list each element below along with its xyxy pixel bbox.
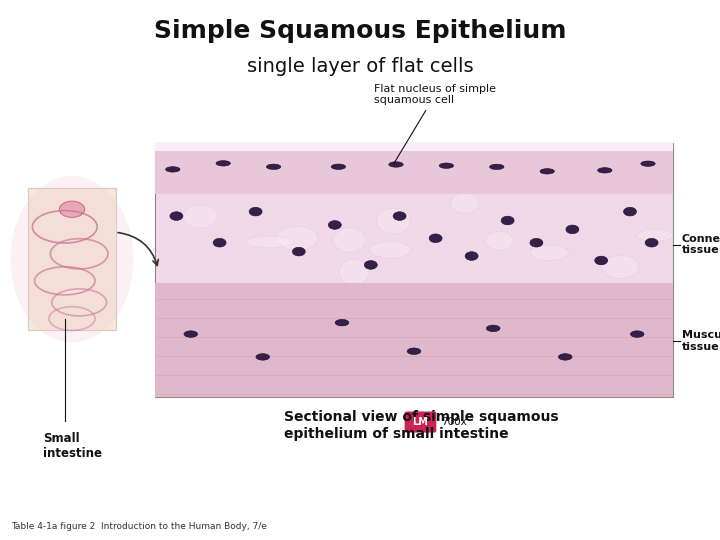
- Text: LM: LM: [413, 417, 428, 427]
- Ellipse shape: [276, 226, 318, 250]
- Ellipse shape: [501, 216, 514, 225]
- Ellipse shape: [246, 237, 294, 248]
- Ellipse shape: [364, 261, 377, 269]
- Ellipse shape: [465, 252, 478, 260]
- Ellipse shape: [540, 168, 554, 174]
- Ellipse shape: [487, 325, 500, 332]
- Bar: [27, 188, 117, 330]
- Ellipse shape: [531, 245, 569, 260]
- Text: Flat nucleus of simple
squamous cell: Flat nucleus of simple squamous cell: [374, 84, 496, 164]
- Text: Muscular
tissue: Muscular tissue: [682, 330, 720, 352]
- Ellipse shape: [624, 207, 636, 216]
- Bar: [155, 143, 673, 151]
- Ellipse shape: [292, 247, 305, 256]
- Text: Simple Squamous Epithelium: Simple Squamous Epithelium: [154, 19, 566, 43]
- Ellipse shape: [184, 331, 197, 338]
- Text: Sectional view of simple squamous
epithelium of small intestine: Sectional view of simple squamous epithe…: [284, 410, 559, 441]
- Ellipse shape: [451, 193, 479, 213]
- Ellipse shape: [249, 207, 262, 216]
- Ellipse shape: [566, 225, 579, 234]
- Ellipse shape: [439, 163, 454, 168]
- Ellipse shape: [393, 212, 406, 220]
- Ellipse shape: [331, 164, 346, 170]
- Text: Connective
tissue: Connective tissue: [682, 234, 720, 255]
- Ellipse shape: [213, 238, 226, 247]
- Ellipse shape: [641, 161, 655, 166]
- Ellipse shape: [336, 320, 348, 326]
- Ellipse shape: [10, 176, 134, 342]
- Text: Table 4-1a figure 2  Introduction to the Human Body, 7/e: Table 4-1a figure 2 Introduction to the …: [11, 522, 266, 531]
- Ellipse shape: [370, 241, 410, 258]
- Ellipse shape: [216, 160, 230, 166]
- Ellipse shape: [645, 238, 658, 247]
- Ellipse shape: [595, 256, 608, 265]
- Ellipse shape: [637, 230, 673, 241]
- Ellipse shape: [377, 208, 410, 234]
- Text: Small
intestine: Small intestine: [43, 432, 102, 460]
- Ellipse shape: [328, 221, 341, 230]
- Ellipse shape: [490, 164, 504, 170]
- Ellipse shape: [598, 167, 612, 173]
- FancyBboxPatch shape: [405, 411, 436, 433]
- Ellipse shape: [256, 354, 269, 360]
- Ellipse shape: [170, 212, 183, 220]
- Text: 700x: 700x: [441, 417, 467, 427]
- Bar: [155, 143, 673, 194]
- Ellipse shape: [485, 232, 513, 250]
- Ellipse shape: [429, 234, 442, 242]
- Ellipse shape: [184, 205, 217, 228]
- Ellipse shape: [166, 167, 180, 172]
- Ellipse shape: [631, 331, 644, 338]
- Ellipse shape: [59, 201, 85, 218]
- Ellipse shape: [602, 255, 639, 279]
- Ellipse shape: [408, 348, 420, 354]
- Ellipse shape: [339, 259, 369, 285]
- Ellipse shape: [530, 238, 543, 247]
- Ellipse shape: [559, 354, 572, 360]
- Text: single layer of flat cells: single layer of flat cells: [247, 57, 473, 76]
- Bar: [155, 143, 673, 397]
- Ellipse shape: [266, 164, 281, 170]
- Ellipse shape: [333, 228, 366, 252]
- Bar: [155, 283, 673, 397]
- Ellipse shape: [389, 162, 403, 167]
